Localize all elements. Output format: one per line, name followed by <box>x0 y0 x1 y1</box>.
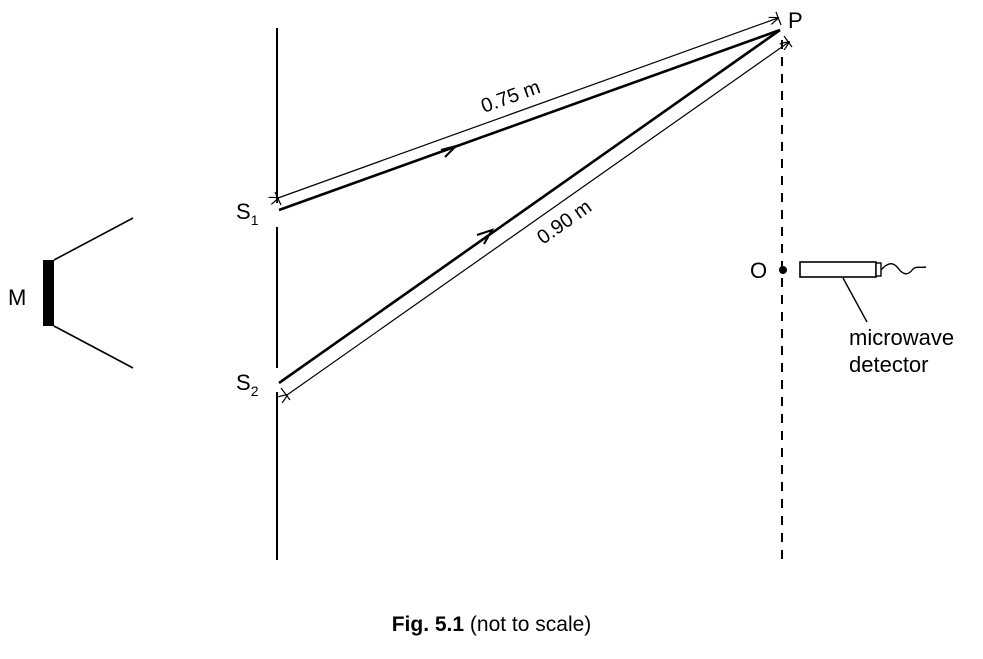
point-p-label: P <box>788 8 803 33</box>
dimension-s1-p <box>275 11 782 206</box>
horn-upper-edge <box>53 217 134 261</box>
dimension-tick <box>775 11 782 26</box>
slit1-label: S1 <box>236 199 259 228</box>
dimension-line-s2-p <box>287 42 789 395</box>
path-s1-to-p <box>278 28 781 212</box>
microwave-detector <box>799 261 927 323</box>
microwave-source <box>43 217 134 369</box>
detector-cable <box>880 263 927 275</box>
dimension-tick <box>280 387 291 401</box>
detector-label-line1: microwave <box>849 325 954 350</box>
detector-body <box>799 261 877 278</box>
point-o-label: O <box>750 258 767 283</box>
distance-label-s2-p: 0.90 m <box>533 196 596 249</box>
figure-caption-text: (not to scale) <box>464 613 592 636</box>
figure-caption: Fig. 5.1 (not to scale) <box>0 613 983 637</box>
point-o-dot <box>779 266 787 274</box>
detector-label-line2: detector <box>849 352 929 377</box>
dimension-line-s1-p <box>278 18 778 198</box>
figure-number: Fig. 5.1 <box>391 613 465 636</box>
horn-lower-edge <box>53 325 134 369</box>
dimension-tick <box>783 35 793 48</box>
distance-label-s1-p: 0.75 m <box>478 76 543 117</box>
slit2-label: S2 <box>236 370 259 399</box>
source-label: M <box>8 285 26 310</box>
detector-end-cap <box>875 262 882 277</box>
dimension-s2-p <box>280 35 793 401</box>
detector-label-leader <box>842 277 868 323</box>
source-emitter-block <box>43 260 54 326</box>
